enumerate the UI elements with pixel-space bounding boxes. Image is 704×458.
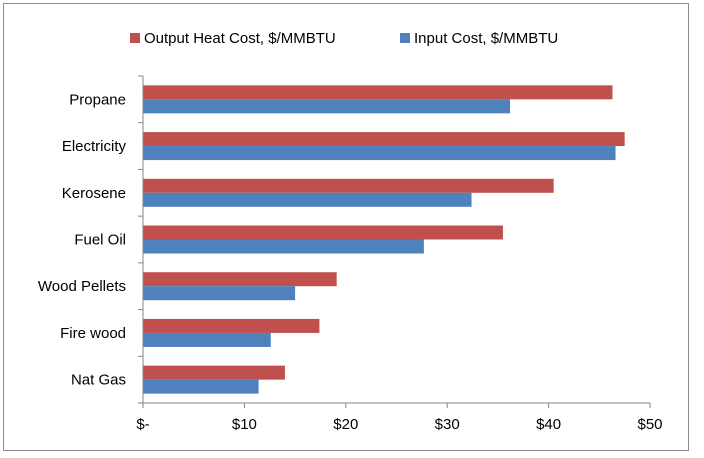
x-tick-label: $50 xyxy=(637,416,662,433)
x-tick-label: $20 xyxy=(333,416,358,433)
axes xyxy=(138,75,651,408)
bar-fuel-oil-input-cost xyxy=(143,239,424,254)
bar-kerosene-input-cost xyxy=(143,192,472,207)
labels: Propane Electricity Kerosene Fuel Oil Wood P… xyxy=(38,91,663,433)
legend-label-input-cost: Input Cost, $/MMBTU xyxy=(414,30,558,47)
category-label-nat-gas: Nat Gas xyxy=(71,372,126,389)
category-label-fire-wood: Fire wood xyxy=(60,325,126,342)
bar-propane-output-heat-cost xyxy=(143,85,613,100)
category-label-wood-pellets: Wood Pellets xyxy=(38,278,126,295)
category-label-propane: Propane xyxy=(69,91,126,108)
x-tick-label: $40 xyxy=(536,416,561,433)
bars xyxy=(143,85,625,394)
legend: Output Heat Cost, $/MMBTU Input Cost, $/M… xyxy=(130,30,558,47)
bar-fire-wood-output-heat-cost xyxy=(143,318,320,333)
x-tick-label: $10 xyxy=(232,416,257,433)
legend-swatch-output-heat-cost xyxy=(130,33,140,43)
category-label-kerosene: Kerosene xyxy=(62,185,126,202)
bar-wood-pellets-output-heat-cost xyxy=(143,272,337,287)
bar-kerosene-output-heat-cost xyxy=(143,178,554,193)
bar-propane-input-cost xyxy=(143,99,511,114)
bar-nat-gas-output-heat-cost xyxy=(143,365,285,380)
x-tick-label: $30 xyxy=(435,416,460,433)
bar-electricity-output-heat-cost xyxy=(143,132,625,147)
legend-swatch-input-cost xyxy=(400,33,410,43)
category-label-electricity: Electricity xyxy=(62,138,127,155)
bar-fuel-oil-output-heat-cost xyxy=(143,225,503,240)
bar-electricity-input-cost xyxy=(143,146,616,161)
bar-wood-pellets-input-cost xyxy=(143,286,296,301)
legend-label-output-heat-cost: Output Heat Cost, $/MMBTU xyxy=(144,30,336,47)
category-label-fuel-oil: Fuel Oil xyxy=(74,232,126,249)
bar-fire-wood-input-cost xyxy=(143,332,271,347)
bar-nat-gas-input-cost xyxy=(143,379,259,394)
x-tick-label: $- xyxy=(136,416,149,433)
